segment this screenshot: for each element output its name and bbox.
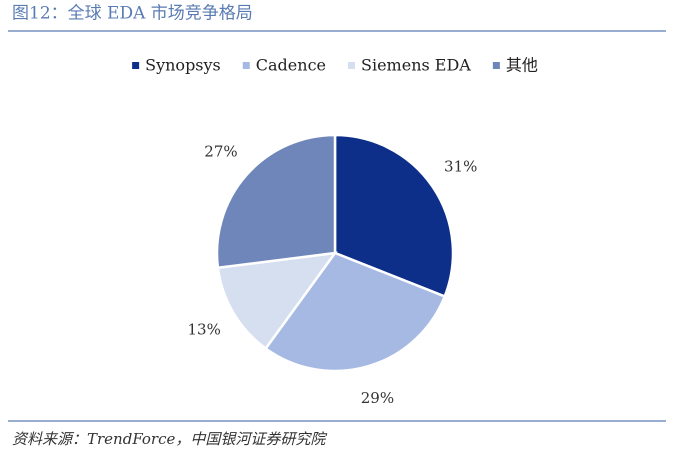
data-label: 31%: [444, 158, 477, 176]
legend-label: Cadence: [256, 56, 326, 75]
legend-swatch: [492, 62, 500, 69]
pie-slice: [216, 251, 338, 351]
chart-title: 图12：全球 EDA 市场竞争格局: [12, 4, 253, 24]
legend-swatch: [348, 62, 355, 69]
pie-slice: [333, 133, 455, 299]
data-label: 27%: [204, 142, 237, 160]
legend-swatch: [132, 62, 140, 69]
legend-label: 其他: [506, 56, 538, 75]
pie-slice: [263, 251, 447, 373]
data-label: 29%: [361, 389, 394, 407]
legend-swatch: [242, 62, 250, 69]
legend-label: Siemens EDA: [361, 56, 471, 75]
data-label: 13%: [187, 320, 220, 338]
pie-slice: [215, 133, 337, 270]
source-note: 资料来源：TrendForce，中国银河证券研究院: [12, 430, 327, 448]
legend: Synopsys Cadence Siemens EDA 其他: [132, 56, 538, 75]
legend-label: Synopsys: [145, 56, 221, 75]
